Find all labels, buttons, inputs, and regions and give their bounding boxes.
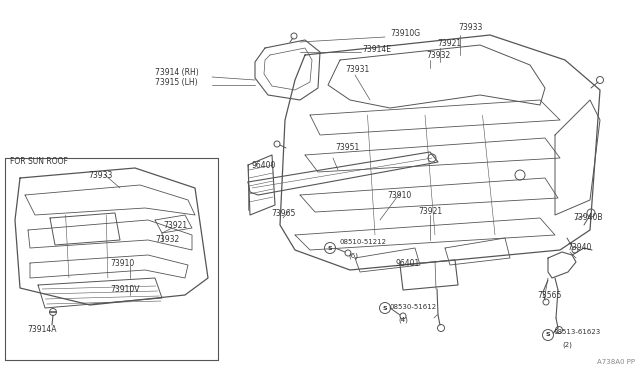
Text: 96401: 96401 xyxy=(395,259,419,267)
Text: 73910: 73910 xyxy=(387,190,412,199)
Text: S: S xyxy=(546,333,550,337)
Text: 73932: 73932 xyxy=(426,51,451,61)
Text: 73915 (LH): 73915 (LH) xyxy=(155,78,198,87)
Text: 73910G: 73910G xyxy=(390,29,420,38)
Text: 73914E: 73914E xyxy=(362,45,391,55)
Text: (2): (2) xyxy=(562,342,572,348)
Text: 73931: 73931 xyxy=(345,65,369,74)
Text: 73940B: 73940B xyxy=(573,214,602,222)
Text: 08530-51612: 08530-51612 xyxy=(390,304,437,310)
Text: 73910V: 73910V xyxy=(110,285,140,295)
Text: FOR SUN ROOF: FOR SUN ROOF xyxy=(10,157,68,167)
Text: 73914 (RH): 73914 (RH) xyxy=(155,68,199,77)
Text: 73940: 73940 xyxy=(567,244,591,253)
Text: 73933: 73933 xyxy=(88,170,113,180)
Text: 96400: 96400 xyxy=(252,160,276,170)
Text: 73914A: 73914A xyxy=(27,326,56,334)
Text: 73965: 73965 xyxy=(271,208,296,218)
Text: A738A0 PP: A738A0 PP xyxy=(597,359,635,365)
Text: 73932: 73932 xyxy=(155,235,179,244)
Text: 73921: 73921 xyxy=(418,208,442,217)
Text: 08510-51212: 08510-51212 xyxy=(340,239,387,245)
Text: (6): (6) xyxy=(348,253,358,259)
Text: 73951: 73951 xyxy=(335,144,359,153)
Text: S: S xyxy=(383,305,387,311)
Text: 73910: 73910 xyxy=(110,259,134,267)
Text: 08513-61623: 08513-61623 xyxy=(554,329,601,335)
Text: (4): (4) xyxy=(398,317,408,323)
Text: S: S xyxy=(328,246,332,250)
Text: 73921: 73921 xyxy=(437,38,461,48)
Text: 73565: 73565 xyxy=(537,291,561,299)
Text: 73933: 73933 xyxy=(458,23,483,32)
Text: 73921: 73921 xyxy=(163,221,187,230)
